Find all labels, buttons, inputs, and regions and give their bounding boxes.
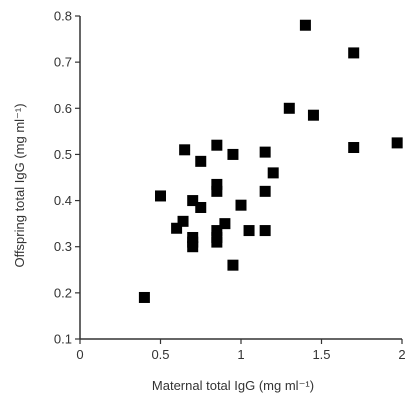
data-point <box>187 195 199 207</box>
y-tick-label: 0.4 <box>54 193 72 208</box>
x-axis-title: Maternal total IgG (mg ml⁻¹) <box>152 378 314 393</box>
y-tick-label: 0.2 <box>54 285 72 300</box>
data-points <box>138 19 403 303</box>
data-point <box>299 19 311 31</box>
data-point <box>211 139 223 151</box>
y-axis-title: Offspring total IgG (mg ml⁻¹) <box>12 103 27 267</box>
x-tick-label: 0.5 <box>151 347 169 362</box>
data-point <box>243 225 255 237</box>
data-point <box>259 185 271 197</box>
data-point <box>155 190 166 202</box>
data-point <box>219 218 231 230</box>
data-point <box>259 146 271 158</box>
x-tick-label: 2 <box>398 347 405 362</box>
data-point <box>211 178 223 190</box>
data-point <box>195 155 207 167</box>
data-point <box>211 236 223 248</box>
data-point <box>267 167 279 179</box>
data-point <box>211 185 223 197</box>
y-tick-label: 0.1 <box>54 332 72 347</box>
data-point <box>348 142 360 154</box>
data-point <box>138 291 150 303</box>
x-tick-label: 0 <box>76 347 83 362</box>
y-tick-label: 0.7 <box>54 55 72 70</box>
data-point <box>179 144 191 156</box>
y-tick-label: 0.8 <box>54 9 72 24</box>
data-point <box>391 137 403 149</box>
x-axis-ticks: 0 0.5 1 1.5 2 <box>76 339 406 362</box>
data-point <box>227 259 239 271</box>
data-point <box>348 47 360 59</box>
y-tick-label: 0.3 <box>54 239 72 254</box>
y-tick-label: 0.5 <box>54 147 72 162</box>
data-point <box>211 225 223 237</box>
x-tick-label: 1 <box>237 347 244 362</box>
data-point <box>195 201 207 213</box>
data-point <box>227 148 239 160</box>
axes <box>79 16 402 340</box>
data-point <box>259 225 271 237</box>
x-tick-label: 1.5 <box>312 347 330 362</box>
data-point <box>187 241 199 253</box>
y-axis-ticks: 0.1 0.2 0.3 0.4 0.5 0.6 0.7 0.8 <box>54 9 80 347</box>
data-point <box>283 102 295 114</box>
data-point <box>171 222 183 234</box>
y-tick-label: 0.6 <box>54 101 72 116</box>
data-point <box>307 109 319 121</box>
data-point <box>235 199 247 211</box>
data-point <box>177 215 189 227</box>
